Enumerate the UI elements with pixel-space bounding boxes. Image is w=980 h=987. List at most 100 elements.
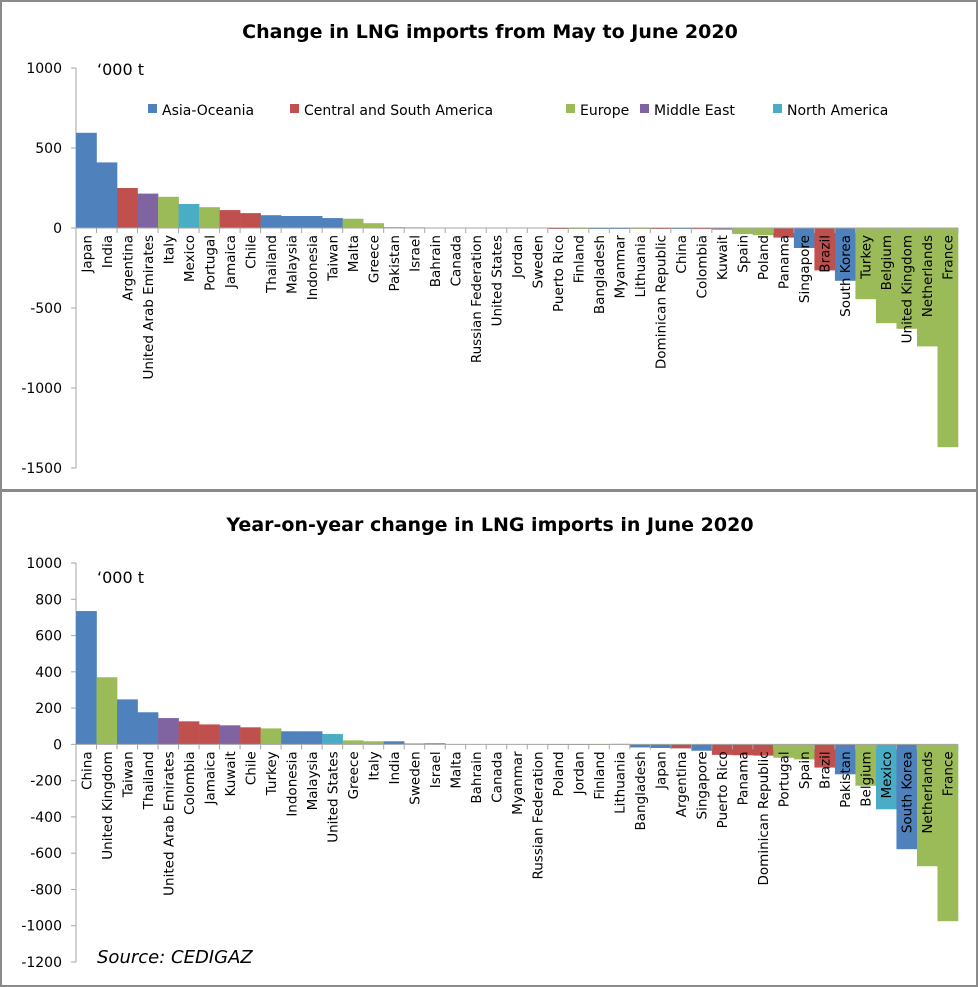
chart2-category-label: Thailand [141, 751, 157, 810]
chart1-category-label: Canada [448, 235, 464, 286]
chart2-bar-brazil [814, 744, 836, 768]
chart1-category-label: Colombia [695, 235, 711, 298]
chart1-bar-brazil [814, 228, 836, 271]
chart1-bar-france [937, 228, 959, 448]
chart2-category-label: Kuwait [223, 751, 239, 796]
chart1-category-label: Chile [243, 235, 259, 269]
chart2-bar-panama [732, 744, 754, 756]
legend-label: Europe [580, 103, 629, 119]
chart2-category-label: China [79, 751, 95, 790]
chart1-category-label: Taiwan [325, 235, 341, 282]
chart1-category-label: India [100, 235, 116, 268]
chart1-bar-south-korea [834, 228, 856, 281]
chart1-bar-belgium [875, 228, 897, 324]
chart1-category-label: Belgium [879, 235, 895, 290]
legend-label: Middle East [654, 103, 735, 119]
chart1-category-label: Dominican Republic [654, 235, 670, 369]
chart1-bar-singapore [793, 228, 815, 248]
chart1-category-label: Thailand [264, 235, 280, 294]
chart1-y-tick-label: 500 [35, 141, 62, 157]
chart1-y-tick-label: -1500 [21, 461, 62, 477]
chart1-bar-argentina [117, 188, 138, 228]
chart2-category-label: Jordan [572, 751, 588, 795]
chart2-y-tick-label: 0 [53, 737, 62, 753]
chart1-category-label: Finland [572, 235, 588, 283]
chart2-category-label: Malaysia [305, 751, 321, 810]
chart2-bar-mexico [875, 744, 897, 810]
chart2-category-label: Argentina [674, 751, 690, 817]
chart2-bar-sweden [404, 743, 425, 745]
chart2-category-label: Italy [366, 751, 382, 780]
chart1-category-label: Panama [777, 235, 793, 289]
chart1-title: Change in LNG imports from May to June 2… [242, 21, 738, 43]
chart1-category-label: Portugal [202, 235, 218, 291]
chart2-category-label: Mexico [879, 751, 895, 798]
chart1-category-label: Greece [366, 235, 382, 283]
chart2-category-label: Puerto Rico [715, 751, 731, 828]
chart1-category-label: China [674, 235, 690, 274]
chart2-category-label: Chile [243, 751, 259, 785]
chart2-y-tick-label: -800 [30, 882, 62, 898]
chart2-category-label: Taiwan [120, 751, 136, 798]
chart2-category-label: Japan [654, 751, 670, 790]
chart1-bar-chile [240, 213, 261, 228]
chart2-bar-south-korea [896, 744, 918, 850]
chart1-bar-india [96, 162, 118, 228]
chart1-category-label: Israel [407, 235, 423, 272]
chart2-category-label: Pakistan [838, 751, 854, 808]
chart1-bar-indonesia [301, 216, 323, 228]
chart2-bar-dominican-republic [752, 744, 774, 756]
chart2-category-label: Bahrain [469, 751, 485, 803]
chart1-bar-spain [732, 228, 754, 235]
chart2-category-label: Greece [346, 751, 362, 799]
chart1-category-label: Japan [79, 235, 95, 274]
chart2-bar-united-kingdom [96, 677, 118, 745]
chart2-category-label: Myanmar [510, 751, 526, 815]
chart1-category-label: Brazil [818, 235, 834, 273]
chart1-bar-kuwait [711, 228, 733, 230]
chart2-bar-kuwait [219, 725, 241, 745]
chart2-plot: 1000 800 600 400 200 0 -200 -400 -600 -800 -1000 -1… [21, 556, 959, 971]
chart1-category-label: Russian Federation [469, 235, 485, 363]
legend-swatch-asia-oceania [148, 104, 157, 113]
chart2-y-tick-label: 200 [35, 701, 62, 717]
chart2-bar-indonesia [281, 731, 302, 745]
chart1-category-label: Myanmar [613, 235, 629, 299]
chart1-category-label: United Arab Emirates [141, 235, 157, 379]
chart2-bar-united-arab-emirates [158, 718, 179, 745]
chart1-plot: 1000 500 0 -500 -1000 -1500 Japan India Argentin… [21, 61, 959, 477]
chart1-bar-colombia [691, 228, 713, 230]
chart1-bar-united-kingdom [896, 228, 918, 329]
chart2-category-label: Singapore [695, 751, 711, 819]
chart1-bar-jamaica [219, 210, 241, 228]
chart2-category-label: Turkey [264, 751, 280, 796]
chart2-y-tick-label: -1000 [21, 919, 62, 935]
chart1-bar-mexico [178, 204, 200, 228]
chart1-category-label: United States [489, 235, 505, 326]
chart2-y-tick-label: 600 [35, 629, 62, 645]
chart2-y-tick-label: -400 [30, 810, 62, 826]
chart2-category-label: Canada [489, 751, 505, 802]
chart2-unit-label: ‘000 t [97, 568, 144, 587]
legend-label: Asia-Oceania [162, 103, 254, 119]
chart2-category-label: Panama [736, 751, 752, 805]
chart2-category-label: Poland [551, 751, 567, 796]
chart1-category-label: Turkey [859, 235, 875, 280]
chart2-category-label: Jamaica [202, 751, 218, 805]
chart2-bar-thailand [137, 712, 159, 745]
chart2-bar-france [937, 744, 959, 922]
chart2-bar-argentina [670, 744, 692, 749]
chart1-category-label: Puerto Rico [551, 235, 567, 312]
chart2-category-label: Lithuania [613, 751, 629, 814]
chart2-bar-greece [342, 740, 364, 745]
chart1-bar-panama [773, 228, 795, 238]
chart1-y-tick-label: 1000 [26, 61, 62, 77]
chart2-bar-malaysia [301, 731, 323, 745]
chart1-category-label: Singapore [797, 235, 813, 303]
chart1-bar-thailand [260, 215, 282, 228]
chart2-bar-singapore [691, 744, 713, 751]
chart1-bar-portugal [199, 207, 220, 228]
chart2-bar-chile [240, 727, 261, 745]
chart2-y-tick-label: 1000 [26, 556, 62, 572]
chart2-bar-belgium [855, 744, 877, 786]
